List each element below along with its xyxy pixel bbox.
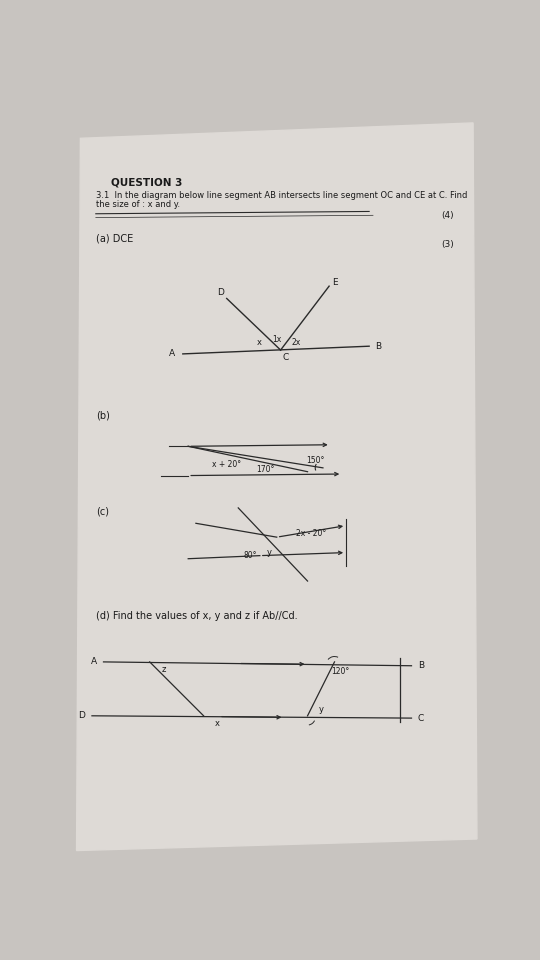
Text: (3): (3) [441, 240, 454, 249]
Text: B: B [417, 661, 424, 670]
Text: (d) Find the values of x, y and z if Ab//Cd.: (d) Find the values of x, y and z if Ab/… [96, 611, 298, 621]
Text: y: y [267, 548, 272, 557]
Text: x: x [256, 338, 261, 347]
Text: z: z [161, 665, 166, 674]
Text: 120°: 120° [332, 666, 350, 676]
Text: (b): (b) [96, 411, 110, 420]
Polygon shape [77, 123, 477, 851]
Text: D: D [217, 288, 224, 297]
Text: y: y [319, 706, 324, 714]
Text: 1x: 1x [272, 335, 281, 344]
Text: A: A [91, 658, 97, 666]
Text: (a) DCE: (a) DCE [96, 233, 133, 244]
Text: 2x: 2x [292, 338, 301, 347]
Text: 150°: 150° [306, 456, 325, 465]
Text: 170°: 170° [256, 465, 274, 474]
Text: C: C [282, 353, 288, 362]
Text: (c): (c) [96, 507, 109, 516]
Text: x + 20°: x + 20° [212, 460, 241, 469]
Text: 80°: 80° [244, 551, 258, 560]
Text: (4): (4) [441, 211, 454, 220]
Text: the size of : x and y.: the size of : x and y. [96, 200, 180, 209]
Text: 3.1  In the diagram below line segment AB intersects line segment OC and CE at C: 3.1 In the diagram below line segment AB… [96, 191, 467, 200]
Text: D: D [78, 711, 85, 720]
Text: QUESTION 3: QUESTION 3 [111, 178, 183, 188]
Text: A: A [169, 349, 175, 358]
Text: 2x - 20°: 2x - 20° [296, 529, 326, 538]
Text: x: x [215, 719, 220, 728]
Text: E: E [333, 277, 338, 287]
Text: C: C [417, 713, 424, 723]
Text: B: B [375, 342, 381, 350]
